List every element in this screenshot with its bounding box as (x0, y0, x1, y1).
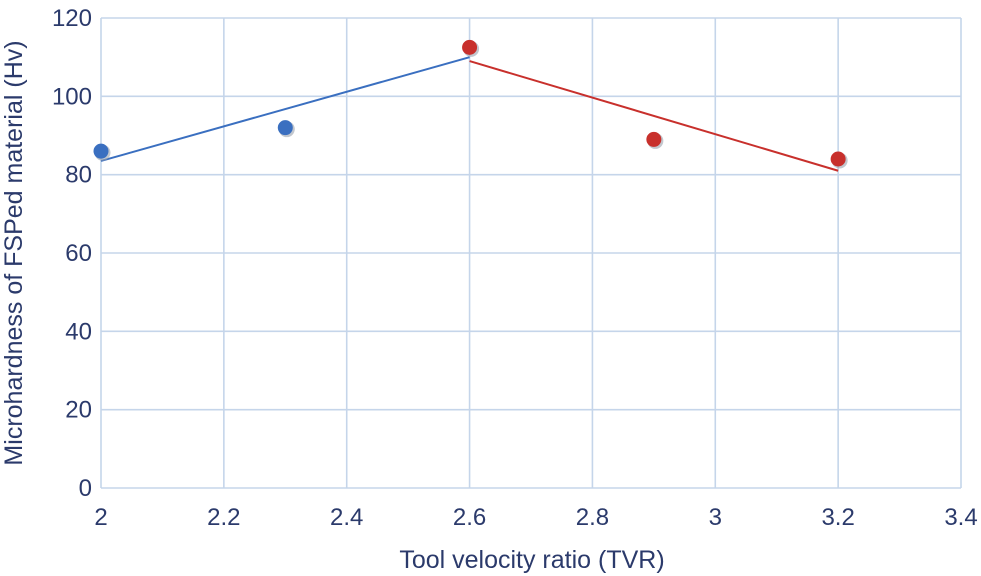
data-point (830, 151, 846, 167)
data-points (93, 39, 848, 169)
y-tick-label: 100 (52, 83, 92, 110)
x-tick-label: 3.4 (944, 504, 977, 531)
trendline-2 (469, 60, 839, 172)
y-tick-label: 40 (65, 318, 92, 345)
y-tick-label: 60 (65, 240, 92, 267)
x-axis-title: Tool velocity ratio (TVR) (399, 546, 664, 574)
data-point (462, 39, 478, 55)
x-tick-label: 2 (94, 504, 107, 531)
trendlines (100, 56, 839, 172)
data-point (277, 120, 293, 136)
y-tick-labels: 0 20 40 60 80 100 120 (52, 5, 92, 502)
x-tick-label: 2.8 (576, 504, 609, 531)
x-tick-label: 3 (709, 504, 722, 531)
x-tick-label: 3.2 (821, 504, 854, 531)
x-tick-label: 2.4 (330, 504, 363, 531)
data-point (646, 131, 662, 147)
y-tick-label: 120 (52, 5, 92, 32)
grid-lines (100, 17, 962, 489)
x-tick-labels: 2 2.2 2.4 2.6 2.8 3 3.2 3.4 (94, 504, 977, 531)
trendline-1 (100, 56, 470, 162)
y-tick-label: 0 (79, 475, 92, 502)
x-tick-label: 2.2 (207, 504, 240, 531)
data-point (93, 143, 109, 159)
y-axis-title: Microhardness of FSPed material (Hv) (0, 40, 28, 465)
y-tick-label: 80 (65, 162, 92, 189)
y-tick-label: 20 (65, 397, 92, 424)
x-tick-label: 2.6 (453, 504, 486, 531)
